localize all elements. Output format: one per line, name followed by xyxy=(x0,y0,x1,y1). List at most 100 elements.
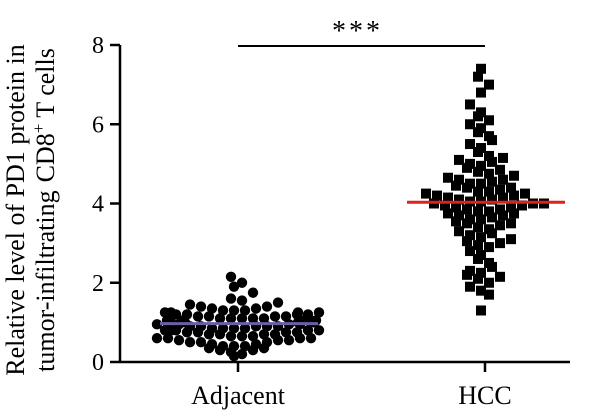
data-point-adjacent xyxy=(225,271,237,283)
y-tick-label: 0 xyxy=(92,350,104,376)
data-point-hcc xyxy=(443,172,453,183)
y-tick-label: 6 xyxy=(92,112,104,138)
data-point-hcc xyxy=(473,222,483,233)
data-point-hcc xyxy=(509,208,519,219)
y-axis-label-line1: Relative level of PD1 protein in xyxy=(1,44,30,375)
y-tick-label: 8 xyxy=(92,33,104,59)
data-point-hcc xyxy=(484,242,494,253)
data-point-hcc xyxy=(506,234,516,245)
data-point-adjacent xyxy=(162,333,174,344)
data-point-adjacent xyxy=(228,281,240,292)
data-point-hcc xyxy=(498,210,508,221)
data-point-adjacent xyxy=(228,340,240,352)
data-point-adjacent xyxy=(151,319,163,330)
data-point-hcc xyxy=(473,206,483,217)
data-point-hcc xyxy=(451,216,461,227)
y-axis-label-superscript: + xyxy=(29,124,48,134)
data-point-hcc xyxy=(506,218,516,229)
data-point-hcc xyxy=(465,246,475,257)
data-point-adjacent xyxy=(247,287,259,298)
data-point-adjacent xyxy=(292,307,304,318)
data-point-hcc xyxy=(465,119,475,130)
x-category-label: HCC xyxy=(458,381,511,410)
mean-lines xyxy=(160,200,565,326)
data-point-hcc xyxy=(484,168,494,179)
data-point-adjacent xyxy=(181,309,193,320)
data-point-hcc xyxy=(476,123,486,134)
data-point-hcc xyxy=(495,204,505,215)
data-point-adjacent xyxy=(217,305,229,316)
data-point-hcc xyxy=(484,257,494,268)
data-point-hcc xyxy=(454,194,464,205)
data-point-hcc xyxy=(484,150,494,161)
data-point-adjacent xyxy=(236,277,248,288)
data-point-adjacent xyxy=(247,331,259,342)
data-point-hcc xyxy=(484,115,494,126)
data-point-adjacent xyxy=(280,327,292,338)
data-point-hcc xyxy=(509,190,519,201)
data-point-adjacent xyxy=(261,336,273,348)
data-point-hcc xyxy=(465,178,475,189)
data-point-hcc xyxy=(509,170,519,181)
data-point-hcc xyxy=(476,178,486,189)
data-point-adjacent xyxy=(250,303,262,314)
y-ticks: 0 2 4 6 8 xyxy=(92,33,120,376)
data-point-hcc xyxy=(484,186,494,197)
y-axis-label-line2: tumor-infiltrating CD8+ T cells xyxy=(29,48,60,372)
data-point-hcc xyxy=(443,208,453,219)
data-point-adjacent xyxy=(291,327,303,338)
data-point-hcc xyxy=(487,194,497,205)
data-point-hcc xyxy=(484,131,494,142)
data-point-adjacent xyxy=(283,335,295,346)
data-point-hcc xyxy=(432,190,442,201)
data-point-hcc xyxy=(476,214,486,225)
data-point-hcc xyxy=(476,285,486,296)
data-point-hcc xyxy=(451,202,461,213)
data-point-hcc xyxy=(484,277,494,288)
data-point-hcc xyxy=(476,232,486,243)
data-point-adjacent xyxy=(236,295,248,306)
data-point-adjacent xyxy=(239,305,251,316)
data-point-hcc xyxy=(465,265,475,276)
data-point-hcc xyxy=(484,79,494,90)
data-point-hcc xyxy=(465,158,475,169)
data-point-hcc xyxy=(487,176,497,187)
data-point-hcc xyxy=(484,206,494,217)
data-point-hcc xyxy=(451,180,461,191)
data-point-adjacent xyxy=(165,307,177,318)
data-point-hcc xyxy=(454,174,464,185)
data-point-adjacent xyxy=(225,331,237,342)
data-point-hcc xyxy=(517,200,527,211)
data-point-adjacent xyxy=(313,307,325,318)
data-point-hcc xyxy=(473,273,483,284)
x-category-label: Adjacent xyxy=(191,381,286,410)
data-point-adjacent xyxy=(195,336,207,348)
data-point-adjacent xyxy=(302,325,314,336)
data-point-hcc xyxy=(487,212,497,223)
data-point-adjacent xyxy=(206,323,218,334)
data-point-hcc xyxy=(484,224,494,235)
data-point-hcc xyxy=(476,267,486,278)
data-point-hcc xyxy=(476,160,486,171)
data-point-adjacent xyxy=(214,313,226,324)
data-point-adjacent xyxy=(225,293,237,304)
data-point-hcc xyxy=(495,238,505,249)
data-point-hcc xyxy=(484,289,494,300)
data-point-adjacent xyxy=(269,311,281,322)
data-point-hcc xyxy=(443,192,453,203)
significance-stars: *** xyxy=(332,16,383,47)
data-point-hcc xyxy=(495,184,505,195)
data-point-adjacent xyxy=(236,348,248,360)
data-point-hcc xyxy=(476,250,486,261)
data-point-adjacent xyxy=(236,331,248,342)
data-point-hcc xyxy=(465,99,475,110)
data-point-hcc xyxy=(495,220,505,231)
data-point-hcc xyxy=(476,305,486,316)
data-point-adjacent xyxy=(151,333,163,344)
data-point-adjacent xyxy=(239,340,251,352)
data-point-adjacent xyxy=(313,325,325,336)
data-point-adjacent xyxy=(305,333,317,344)
data-point-hcc xyxy=(506,202,516,213)
data-point-adjacent xyxy=(280,311,292,322)
